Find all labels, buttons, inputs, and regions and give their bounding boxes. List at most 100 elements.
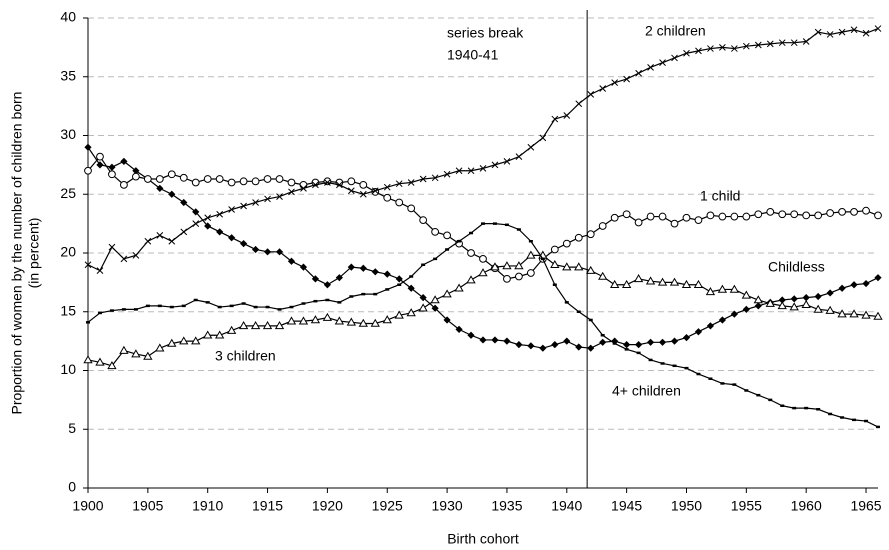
marker (395, 275, 403, 283)
marker (276, 193, 283, 200)
marker (239, 177, 248, 186)
marker (814, 292, 822, 301)
marker (861, 310, 871, 319)
marker (179, 336, 189, 345)
marker (120, 157, 128, 165)
marker (288, 188, 295, 196)
marker (490, 262, 500, 271)
marker (443, 316, 451, 324)
marker (406, 308, 416, 317)
marker (191, 178, 200, 187)
marker (826, 31, 834, 38)
marker (95, 357, 105, 366)
marker (455, 167, 463, 175)
marker (394, 310, 404, 319)
marker (204, 222, 212, 230)
marker (298, 316, 309, 325)
marker (826, 209, 835, 217)
y-tick-label: 15 (60, 302, 76, 318)
marker (587, 344, 595, 352)
marker (765, 298, 775, 307)
y-tick-label: 30 (60, 126, 76, 142)
annotation: series break (447, 25, 524, 41)
marker (491, 161, 499, 169)
marker (503, 337, 511, 345)
marker (539, 344, 547, 352)
y-tick-label: 40 (60, 9, 76, 25)
marker (563, 337, 571, 345)
y-axis-label-line: (in percent) (26, 218, 42, 289)
marker (467, 331, 475, 339)
marker (371, 187, 379, 195)
marker (287, 257, 296, 265)
y-axis-label-line: Proportion of women by the number of chi… (9, 92, 25, 415)
marker (562, 262, 572, 271)
marker (718, 316, 726, 324)
marker (251, 245, 260, 254)
marker (275, 175, 284, 183)
marker (742, 305, 750, 313)
marker (670, 337, 679, 345)
marker (431, 227, 440, 236)
marker (742, 212, 751, 221)
marker (251, 177, 260, 186)
marker (454, 283, 464, 292)
marker (371, 268, 379, 276)
marker (407, 179, 415, 186)
annotation: 1940-41 (447, 47, 499, 63)
marker (802, 38, 810, 45)
marker (203, 330, 213, 339)
series (84, 143, 882, 352)
marker (622, 210, 631, 219)
series (84, 152, 882, 283)
x-tick-label: 1940 (551, 498, 582, 514)
marker (669, 277, 680, 286)
marker (527, 342, 535, 350)
marker (610, 279, 620, 289)
marker (598, 222, 607, 230)
marker (479, 165, 487, 172)
marker (838, 207, 846, 216)
marker (706, 211, 715, 220)
marker (287, 178, 296, 187)
marker (250, 321, 261, 330)
y-tick-label: 10 (60, 361, 76, 377)
marker (108, 170, 116, 179)
y-tick-label: 5 (68, 420, 76, 436)
marker (311, 275, 320, 283)
marker (430, 295, 440, 304)
marker (120, 180, 128, 189)
marker (814, 28, 822, 36)
marker (874, 274, 882, 282)
marker (419, 294, 427, 302)
marker (645, 276, 656, 285)
marker (144, 237, 152, 245)
marker (766, 40, 774, 48)
x-tick-label: 1945 (611, 498, 642, 514)
x-tick-label: 1900 (72, 498, 103, 514)
marker (335, 274, 343, 282)
marker (262, 321, 273, 330)
marker (442, 289, 452, 298)
marker (539, 134, 547, 142)
marker (802, 294, 810, 302)
marker (419, 175, 427, 183)
marker (635, 69, 642, 77)
marker (742, 42, 750, 50)
marker (192, 220, 200, 227)
y-tick-label: 20 (60, 244, 76, 260)
series-label: Childless (768, 259, 825, 275)
marker (837, 309, 847, 318)
marker (347, 187, 355, 195)
marker (693, 279, 704, 289)
marker (383, 270, 391, 278)
marker (108, 243, 116, 251)
marker (263, 248, 272, 256)
marker (466, 275, 476, 284)
marker (226, 325, 237, 334)
marker (240, 240, 248, 248)
marker (766, 207, 775, 216)
marker (874, 211, 882, 220)
marker (551, 115, 559, 123)
